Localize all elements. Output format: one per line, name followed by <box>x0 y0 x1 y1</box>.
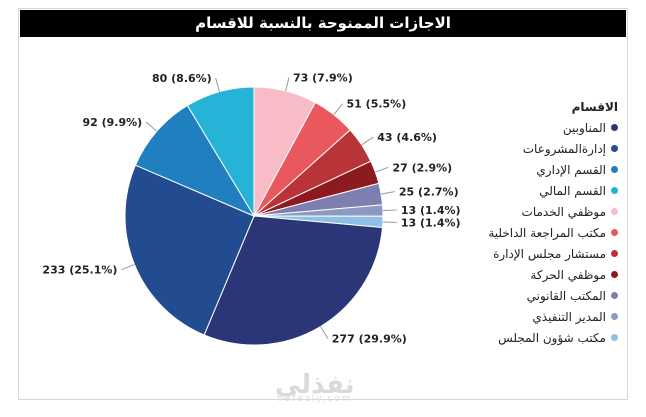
legend-label: مكتب شؤون المجلس <box>498 330 606 345</box>
data-label: 92 (9.9%) <box>82 116 142 129</box>
legend-swatch <box>611 229 618 236</box>
data-label: 80 (8.6%) <box>152 72 212 85</box>
label-leader-line <box>285 77 290 92</box>
legend-item: موظفي الحركة <box>468 264 618 285</box>
data-label: 43 (4.6%) <box>377 131 437 144</box>
data-label: 27 (2.9%) <box>392 161 452 174</box>
legend-item: مستشار مجلس الإدارة <box>468 243 618 264</box>
legend-swatch <box>611 250 618 257</box>
legend-swatch <box>611 208 618 215</box>
data-label: 51 (5.5%) <box>347 98 407 111</box>
legend-label: المكتب القانوني <box>526 288 606 303</box>
data-label: 277 (29.9%) <box>332 332 407 345</box>
label-leader-line <box>382 221 397 224</box>
legend-label: القسم الإداري <box>536 162 606 177</box>
data-label: 13 (1.4%) <box>401 204 461 217</box>
label-leader-line <box>215 78 220 92</box>
legend-label: مكتب المراجعة الداخلية <box>488 225 606 240</box>
legend-item: إدارةالمشروعات <box>468 138 618 159</box>
chart-title: الاجازات الممنوحة بالنسبة للاقسام <box>20 10 626 37</box>
legend: الاقسام المناوبين إدارةالمشروعات القسم الإ… <box>468 100 618 348</box>
legend-label: القسم المالي <box>539 183 606 198</box>
legend-label: المدير التنفيذي <box>532 309 606 324</box>
label-leader-line <box>333 103 343 116</box>
watermark-logo: نفذلي nafezly.com <box>275 370 355 404</box>
label-leader-line <box>121 263 135 271</box>
legend-item: المناوبين <box>468 117 618 138</box>
legend-label: مستشار مجلس الإدارة <box>493 246 606 261</box>
legend-swatch <box>611 187 618 194</box>
legend-item: القسم المالي <box>468 180 618 201</box>
legend-swatch <box>611 313 618 320</box>
legend-item: مكتب المراجعة الداخلية <box>468 222 618 243</box>
label-leader-line <box>145 121 158 132</box>
legend-swatch <box>611 334 618 341</box>
pie-slice <box>124 164 255 336</box>
pie-slice <box>134 104 256 218</box>
legend-label: إدارةالمشروعات <box>522 141 606 156</box>
legend-title: الاقسام <box>571 100 618 114</box>
legend-swatch <box>611 166 618 173</box>
legend-label: موظفي الخدمات <box>521 204 606 219</box>
data-label: 73 (7.9%) <box>293 71 353 84</box>
legend-item: المدير التنفيذي <box>468 306 618 327</box>
data-label: 13 (1.4%) <box>401 217 461 230</box>
legend-label: موظفي الحركة <box>530 267 606 282</box>
label-leader-line <box>361 136 374 146</box>
label-leader-line <box>320 326 329 339</box>
legend-swatch <box>611 124 618 131</box>
legend-item: القسم الإداري <box>468 159 618 180</box>
label-leader-line <box>381 191 395 195</box>
legend-swatch <box>611 145 618 152</box>
legend-item: مكتب شؤون المجلس <box>468 327 618 348</box>
legend-item: موظفي الخدمات <box>468 201 618 222</box>
label-leader-line <box>382 209 397 212</box>
legend-label: المناوبين <box>562 120 606 135</box>
pie-slice <box>203 215 384 346</box>
data-label: 25 (2.7%) <box>399 186 459 199</box>
legend-item: المكتب القانوني <box>468 285 618 306</box>
data-label: 233 (25.1%) <box>42 264 117 277</box>
legend-swatch <box>611 271 618 278</box>
legend-swatch <box>611 292 618 299</box>
label-leader-line <box>375 166 389 173</box>
